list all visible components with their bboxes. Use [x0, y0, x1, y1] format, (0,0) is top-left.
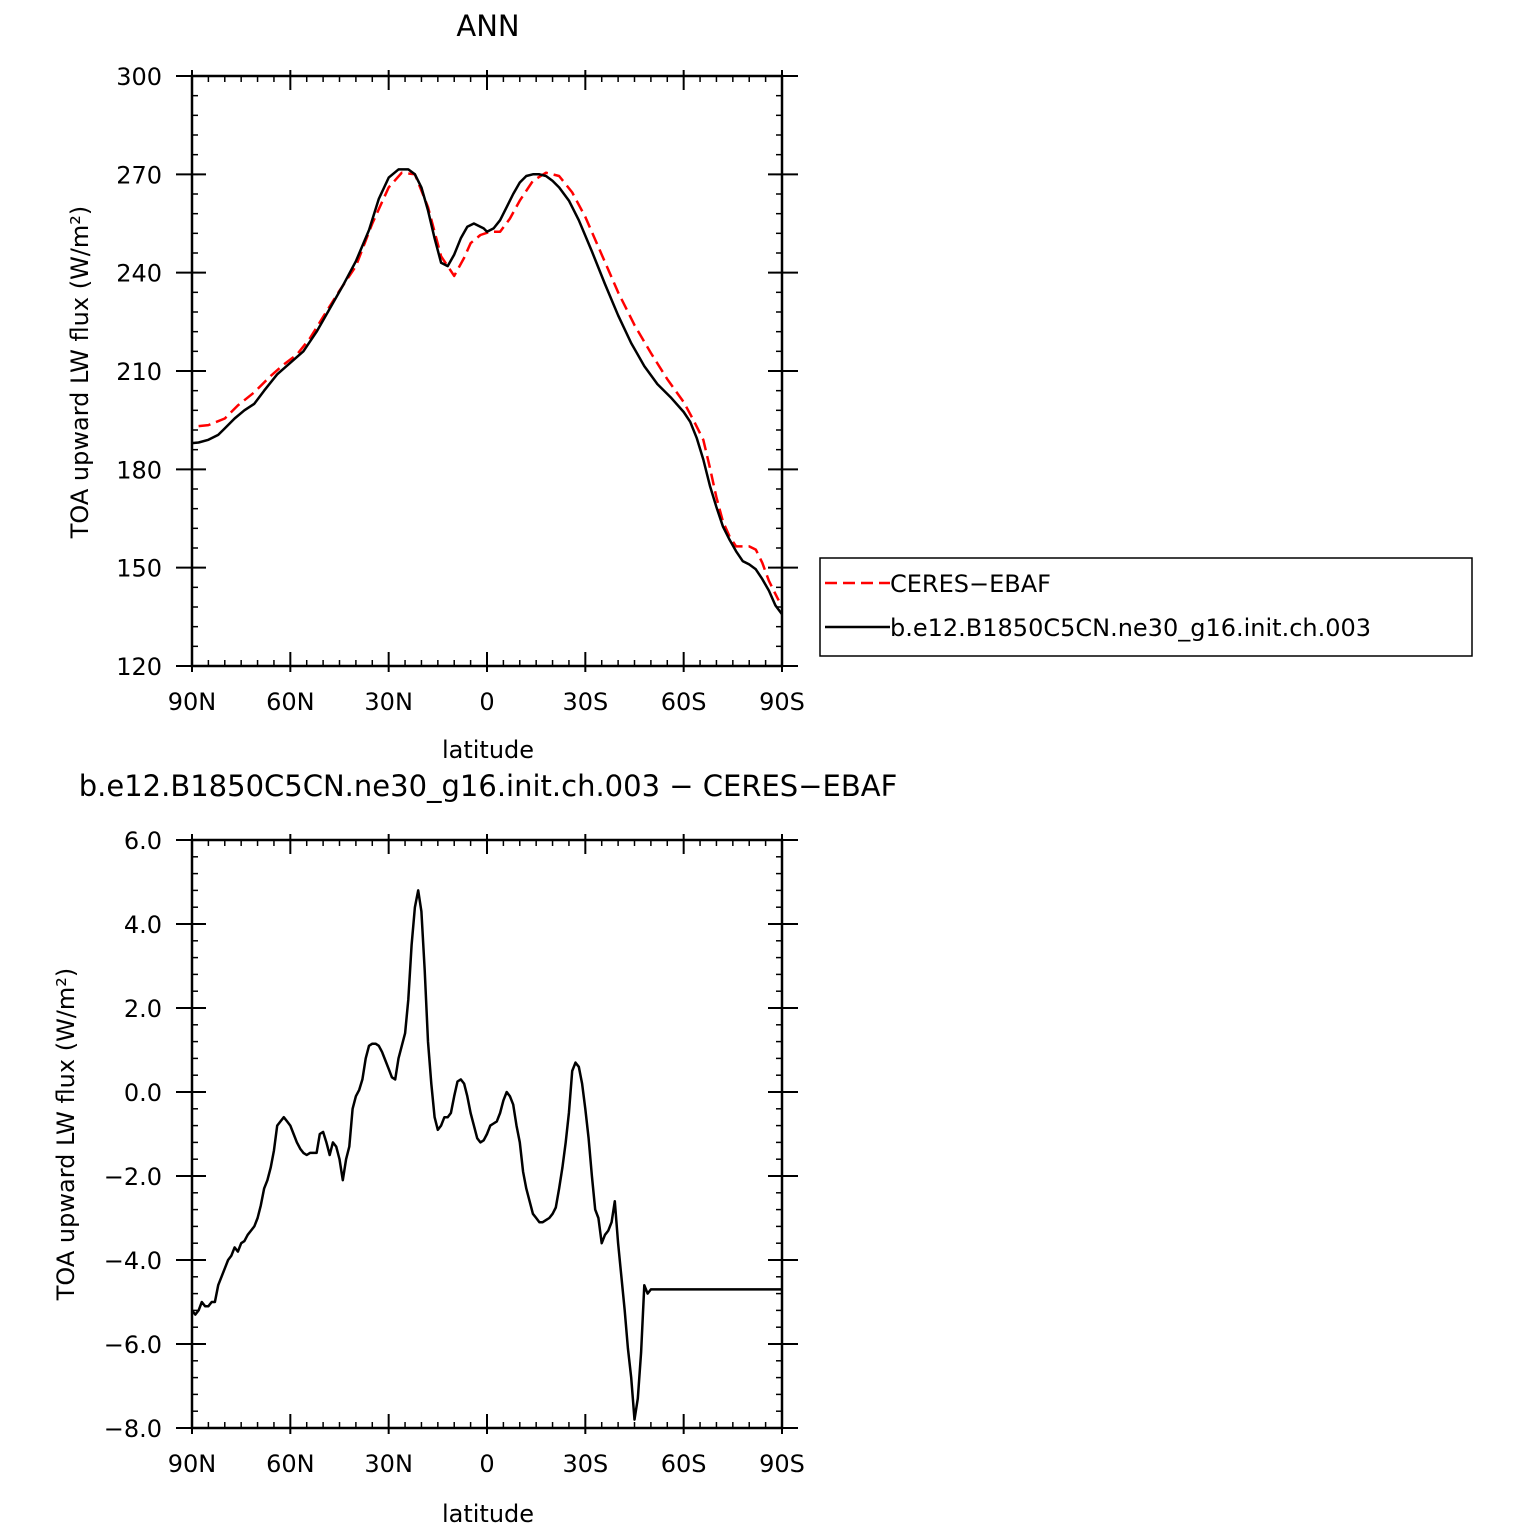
top-y-tick-label: 270: [116, 161, 162, 189]
top-chart-title: ANN: [456, 9, 519, 43]
top-x-tick-label: 0: [479, 688, 494, 716]
top-series-b-e12-b1850c5cn-ne30-line: [191, 168, 784, 615]
top-series-ceres-ebaf-line: [198, 171, 780, 601]
top-x-tick-label: 60S: [661, 688, 707, 716]
bottom-x-tick-label: 0: [479, 1450, 494, 1478]
bottom-y-tick-label: −2.0: [104, 1163, 162, 1191]
bottom-axes: 90N 60N 30N 0 30S 60S 90S −8.0 −6.0 −4.0 −2.0 0.0 2.…: [104, 827, 805, 1478]
top-y-tick-label: 150: [116, 555, 162, 583]
top-x-tick-label: 90N: [168, 688, 217, 716]
top-y-axis-label: TOA upward LW flux (W/m²): [66, 206, 94, 540]
bottom-x-tick-label: 30N: [364, 1450, 413, 1478]
bottom-x-tick-label: 90S: [759, 1450, 805, 1478]
bottom-x-tick-label: 90N: [168, 1450, 217, 1478]
top-y-tick-label: 210: [116, 358, 162, 386]
bottom-x-tick-label: 60N: [266, 1450, 315, 1478]
bottom-panel: b.e12.B1850C5CN.ne30_g16.init.ch.003 − C…: [52, 769, 897, 1528]
bottom-series-difference-line: [191, 889, 782, 1421]
top-x-tick-label: 60N: [266, 688, 315, 716]
bottom-x-tick-label: 30S: [562, 1450, 608, 1478]
top-x-tick-label: 30S: [562, 688, 608, 716]
bottom-y-tick-label: −4.0: [104, 1247, 162, 1275]
top-x-tick-label: 90S: [759, 688, 805, 716]
bottom-y-tick-label: −8.0: [104, 1415, 162, 1443]
legend: CERES−EBAF b.e12.B1850C5CN.ne30_g16.init…: [819, 557, 1473, 657]
top-y-tick-label: 120: [116, 653, 162, 681]
bottom-chart-title: b.e12.B1850C5CN.ne30_g16.init.ch.003 − C…: [79, 769, 898, 803]
bottom-series-layer: [191, 889, 782, 1421]
top-series-layer: [191, 168, 784, 615]
top-y-tick-label: 180: [116, 456, 162, 484]
bottom-y-tick-label: 2.0: [124, 995, 162, 1023]
bottom-y-axis-label: TOA upward LW flux (W/m²): [52, 968, 80, 1302]
top-y-tick-label: 240: [116, 260, 162, 288]
top-y-tick-label: 300: [116, 63, 162, 91]
bottom-y-tick-label: 4.0: [124, 911, 162, 939]
bottom-y-tick-label: −6.0: [104, 1331, 162, 1359]
top-panel: ANN 90N 60N 30N 0 30S 60S 90S 120 150 180 210 240 27…: [66, 9, 805, 764]
legend-box: [819, 557, 1473, 657]
top-x-tick-label: 30N: [364, 688, 413, 716]
bottom-y-tick-label: 0.0: [124, 1079, 162, 1107]
legend-label-ceres: CERES−EBAF: [890, 570, 1051, 598]
top-axes: 90N 60N 30N 0 30S 60S 90S 120 150 180 210 240 270 300: [116, 63, 805, 716]
top-x-axis-label: latitude: [442, 736, 534, 764]
bottom-x-axis-label: latitude: [442, 1500, 534, 1528]
bottom-y-tick-label: 6.0: [124, 827, 162, 855]
bottom-x-tick-label: 60S: [661, 1450, 707, 1478]
legend-label-model: b.e12.B1850C5CN.ne30_g16.init.ch.003: [890, 614, 1371, 642]
